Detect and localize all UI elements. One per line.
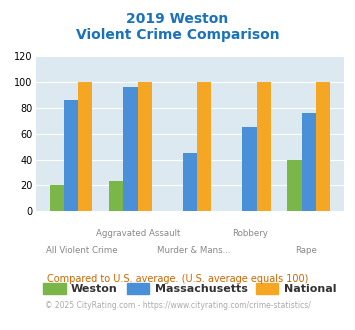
Bar [316,82,330,211]
Text: Rape: Rape [295,246,317,255]
Legend: Weston, Massachusetts, National: Weston, Massachusetts, National [39,279,341,299]
Text: All Violent Crime: All Violent Crime [46,246,118,255]
Bar [50,185,64,211]
Text: Aggravated Assault: Aggravated Assault [96,229,180,238]
Text: Violent Crime Comparison: Violent Crime Comparison [76,28,279,42]
Bar [242,127,257,211]
Bar [302,113,316,211]
Bar [288,159,302,211]
Text: Compared to U.S. average. (U.S. average equals 100): Compared to U.S. average. (U.S. average … [47,274,308,284]
Bar [183,153,197,211]
Bar [123,87,138,211]
Text: Murder & Mans...: Murder & Mans... [157,246,231,255]
Text: 2019 Weston: 2019 Weston [126,12,229,25]
Text: Robbery: Robbery [233,229,268,238]
Bar [109,182,123,211]
Bar [257,82,271,211]
Bar [64,100,78,211]
Bar [138,82,152,211]
Bar [78,82,92,211]
Bar [197,82,211,211]
Text: © 2025 CityRating.com - https://www.cityrating.com/crime-statistics/: © 2025 CityRating.com - https://www.city… [45,301,310,310]
